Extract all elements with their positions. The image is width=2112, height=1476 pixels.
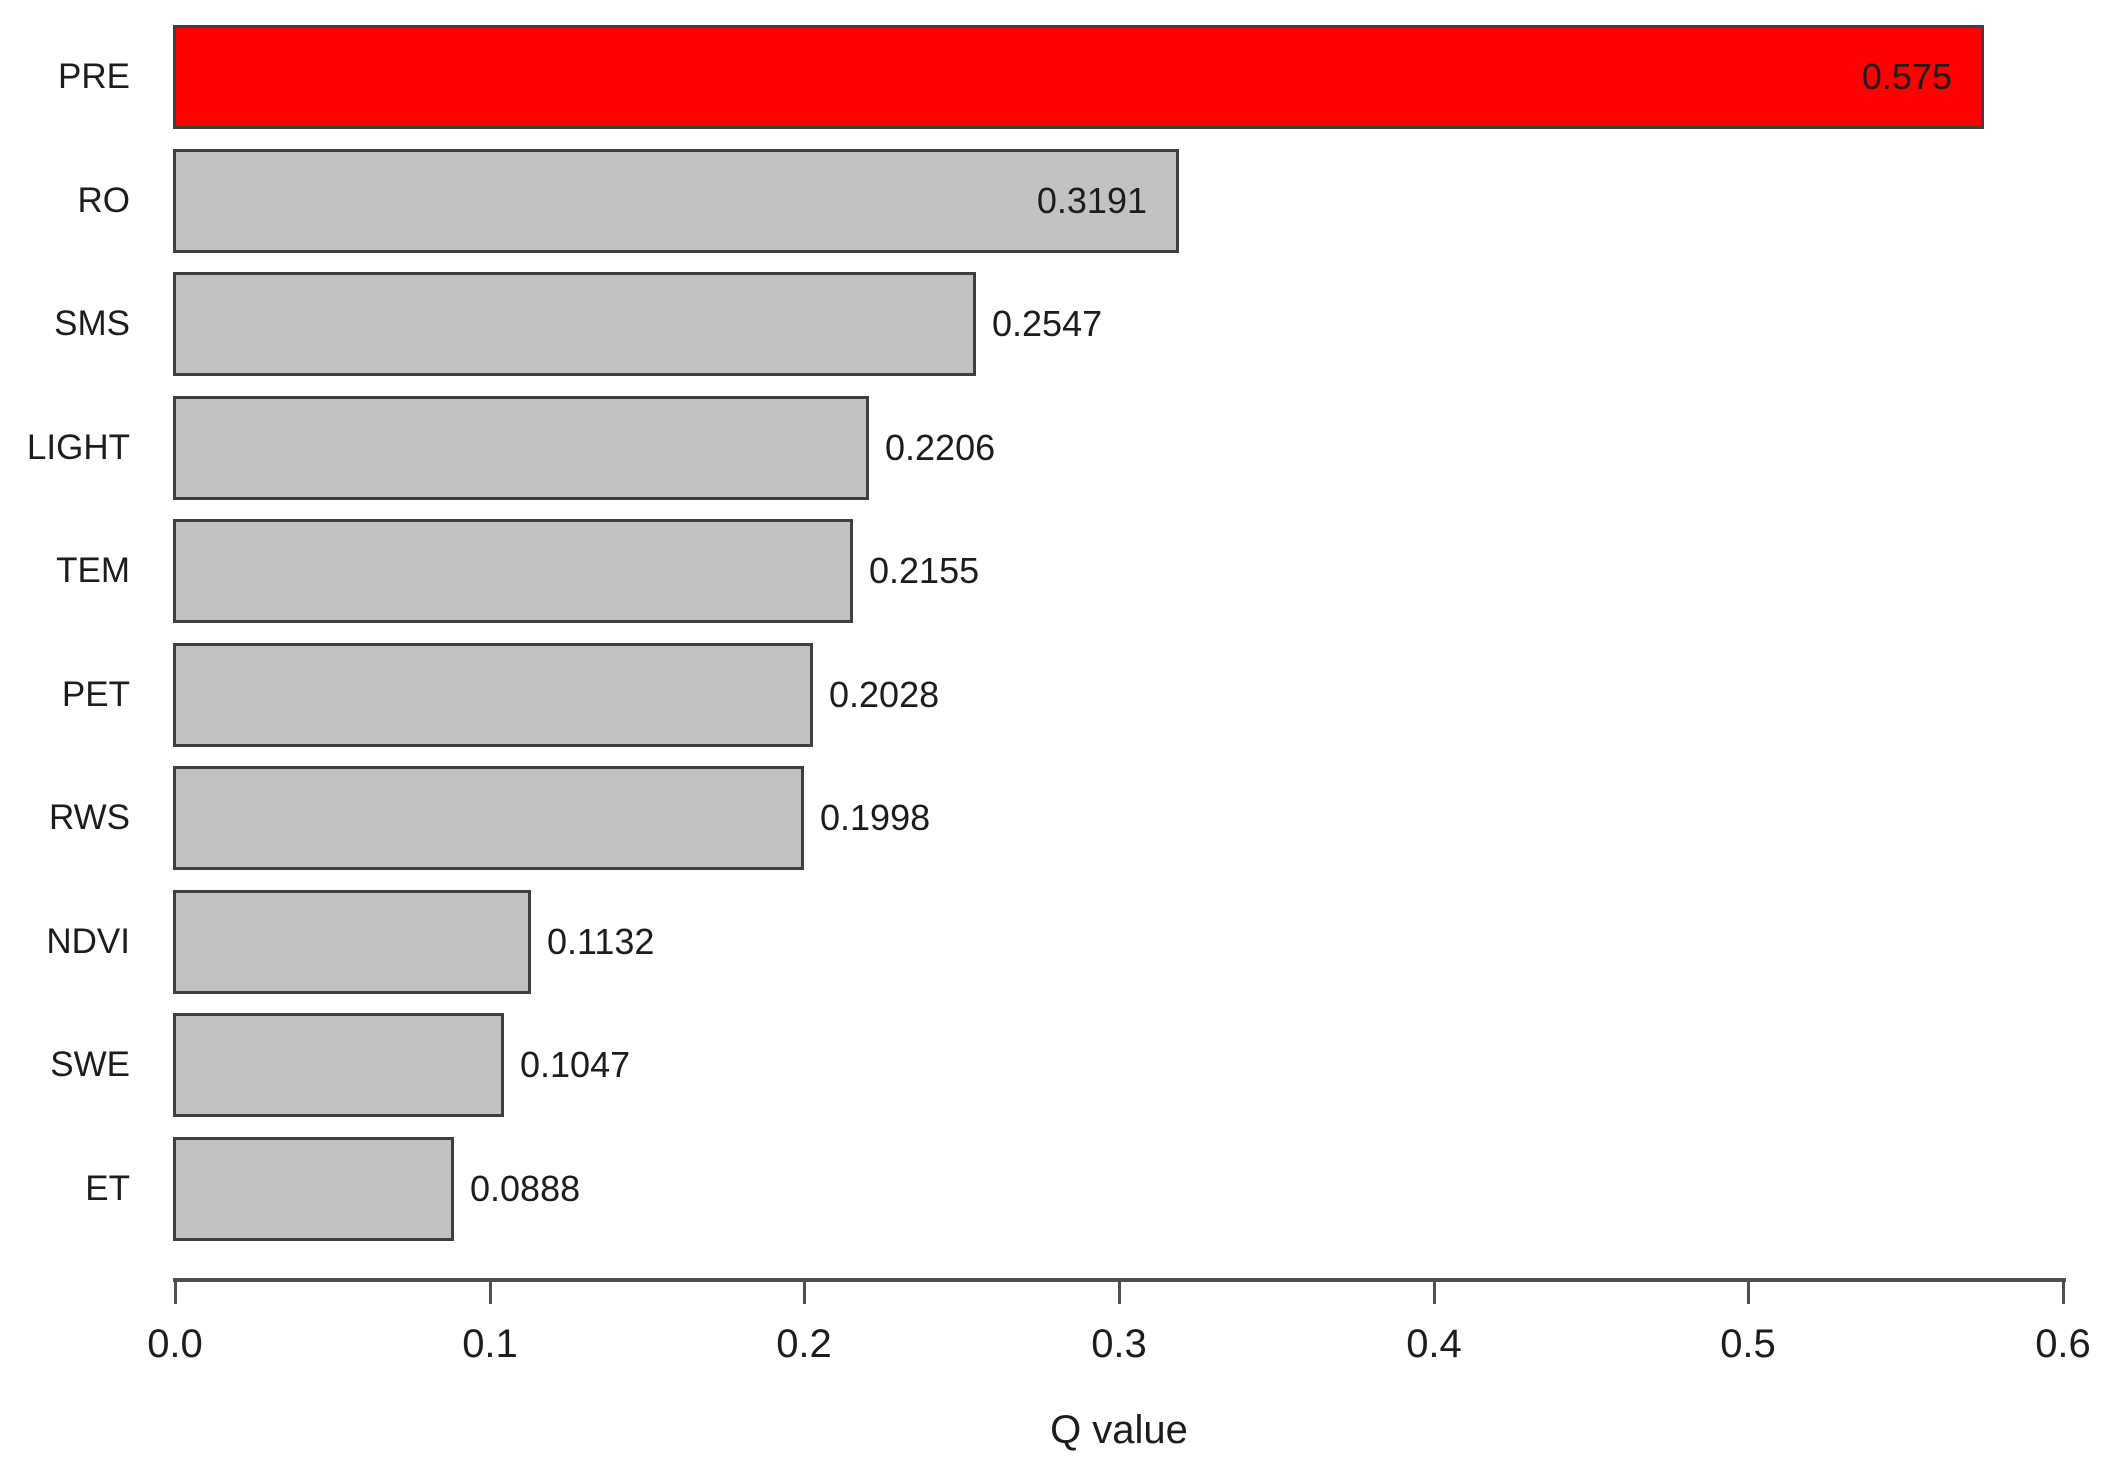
value-label: 0.2206 [885, 427, 996, 468]
bar [173, 25, 1984, 129]
bar [173, 1013, 504, 1117]
bar [173, 396, 869, 500]
bar [173, 766, 804, 870]
bar [173, 519, 853, 623]
bar [173, 272, 976, 376]
category-label: SWE [50, 1045, 130, 1084]
value-label: 0.0888 [470, 1168, 581, 1209]
x-axis-title: Q value [1050, 1408, 1188, 1452]
value-label: 0.3191 [1036, 180, 1147, 221]
x-axis-tick [1747, 1280, 1750, 1304]
category-label: PRE [58, 57, 130, 96]
category-label: PET [61, 675, 130, 714]
category-label: SMS [54, 304, 130, 343]
category-label: ET [85, 1169, 130, 1208]
x-axis-tick [2062, 1280, 2065, 1304]
category-label: RO [77, 181, 131, 220]
x-axis-tick-label: 0.0 [147, 1322, 203, 1366]
bar [173, 149, 1179, 253]
x-axis-tick-label: 0.5 [1720, 1322, 1776, 1366]
x-axis-tick [1118, 1280, 1121, 1304]
bar [173, 890, 531, 994]
x-axis-tick [489, 1280, 492, 1304]
value-label: 0.2028 [829, 674, 940, 715]
x-axis-tick-label: 0.1 [462, 1322, 518, 1366]
bar [173, 643, 813, 747]
bar [173, 1137, 454, 1241]
value-label: 0.575 [1861, 56, 1952, 97]
x-axis-tick-label: 0.6 [2035, 1322, 2091, 1366]
category-label: TEM [56, 551, 130, 590]
x-axis-tick-label: 0.2 [776, 1322, 832, 1366]
category-label: RWS [48, 798, 130, 837]
value-label: 0.1047 [520, 1044, 631, 1085]
value-label: 0.1132 [547, 921, 655, 962]
x-axis-tick [174, 1280, 177, 1304]
x-axis-tick [803, 1280, 806, 1304]
value-label: 0.1998 [820, 797, 931, 838]
x-axis-tick [1433, 1280, 1436, 1304]
x-axis-tick-label: 0.4 [1406, 1322, 1462, 1366]
value-label: 0.2155 [869, 550, 980, 591]
value-label: 0.2547 [992, 303, 1103, 344]
x-axis-tick-label: 0.3 [1091, 1322, 1147, 1366]
category-label: NDVI [46, 922, 130, 961]
category-label: LIGHT [26, 428, 130, 467]
